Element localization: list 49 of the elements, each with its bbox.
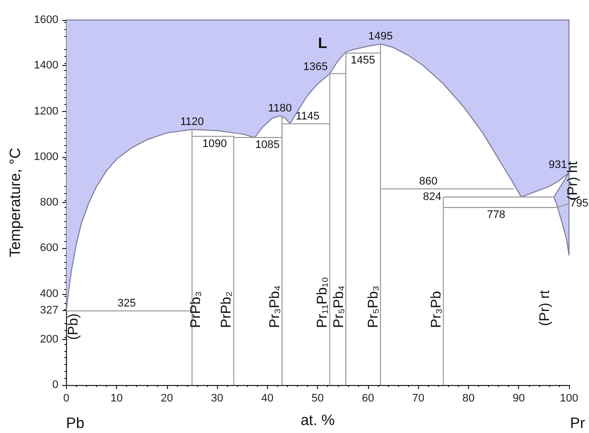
annotation: 931 <box>548 159 567 172</box>
annotation: PrPb₂ <box>218 291 234 328</box>
x-tick-label: 40 <box>261 392 274 404</box>
annotation: 1365 <box>303 61 328 74</box>
annotation: 1145 <box>296 110 320 122</box>
y-tick-label: 1600 <box>34 14 58 26</box>
annotation: Pr₅Pb₃ <box>364 286 381 328</box>
annotation: 795 <box>570 198 588 210</box>
y-tick-label: 200 <box>40 333 58 346</box>
x-tick-label: 10 <box>110 392 123 404</box>
y-tick-label: 1000 <box>34 150 58 163</box>
text: Pr <box>570 415 586 432</box>
annotation: Pr₃Pb₄ <box>266 285 282 328</box>
y-tick-label: 600 <box>40 242 58 254</box>
annotation: Pr₅Pb₄ <box>330 285 346 328</box>
annotation: 1090 <box>202 138 227 150</box>
x-tick-label: 60 <box>362 392 374 404</box>
annotation: Pr₃Pb <box>427 290 444 328</box>
y-tick-label: 1200 <box>34 105 58 118</box>
annotation: 824 <box>422 191 442 204</box>
x-axis-title: at. % <box>300 412 335 429</box>
text: Pb <box>66 415 84 432</box>
x-tick-label: 80 <box>462 392 475 404</box>
annotation: 325 <box>118 297 136 310</box>
x-tick-label: 20 <box>160 392 174 404</box>
x-tick-label: 50 <box>312 392 324 404</box>
x-tick-label: 70 <box>412 392 424 404</box>
annotation: Pr₁₁Pb₁₀ <box>314 276 330 328</box>
annotation: 1120 <box>180 116 204 128</box>
annotation: 1495 <box>368 30 393 42</box>
annotation: 1180 <box>268 102 292 114</box>
y-tick-label: 800 <box>40 196 58 208</box>
x-tick-label: 100 <box>560 392 578 404</box>
x-tick-label: 0 <box>63 392 70 404</box>
annotation: L <box>318 35 328 52</box>
annotation: 1085 <box>255 138 280 151</box>
y-tick-label: 400 <box>40 288 58 300</box>
annotation: (Pr) rt <box>536 290 552 326</box>
y-tick-label: 327 <box>40 304 58 316</box>
annotation: 860 <box>419 175 438 188</box>
x-tick-label: 90 <box>512 392 525 404</box>
y-tick-label: 0 <box>52 379 58 391</box>
annotation: PrPb₃ <box>187 291 204 328</box>
x-tick-label: 30 <box>211 392 224 404</box>
y-axis-title: Temperature, °C <box>7 148 24 258</box>
annotation: 778 <box>486 209 506 222</box>
annotation: (Pb) <box>64 313 80 340</box>
annotation: 1455 <box>350 54 376 67</box>
y-tick-label: 1400 <box>34 60 58 72</box>
